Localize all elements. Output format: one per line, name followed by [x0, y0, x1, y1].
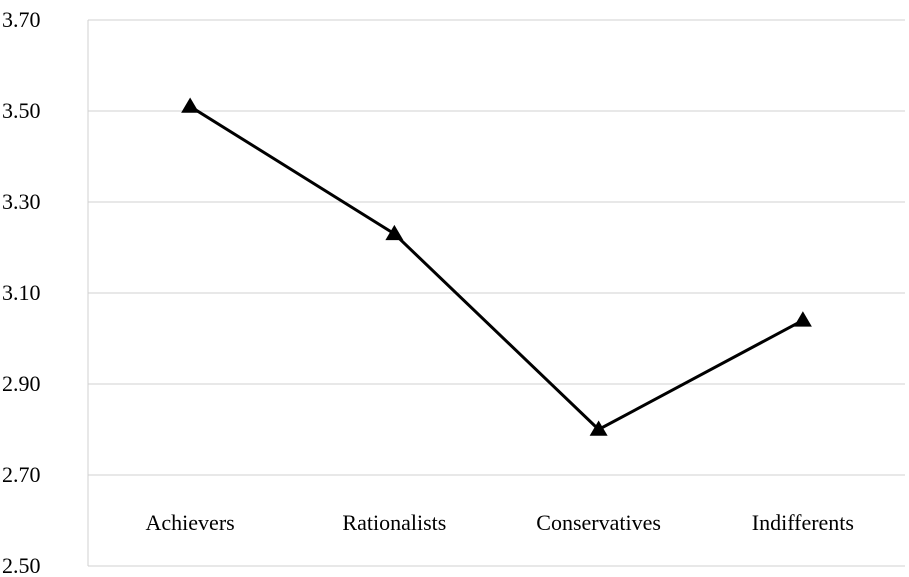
data-point-triangle-marker — [385, 224, 404, 241]
data-point-triangle-marker — [589, 420, 608, 436]
category-label: Achievers — [146, 510, 235, 535]
y-tick-label: 3.10 — [2, 280, 41, 305]
series — [181, 97, 812, 436]
y-tick-label: 2.50 — [2, 553, 41, 577]
category-label: Conservatives — [536, 510, 661, 535]
y-tick-label: 2.90 — [2, 371, 41, 396]
y-tick-label: 3.50 — [2, 98, 41, 123]
data-point-triangle-marker — [793, 311, 812, 327]
category-label: Rationalists — [342, 510, 446, 535]
category-labels: Achievers Rationalists Conservatives Indiff… — [146, 510, 854, 535]
series-line — [189, 105, 804, 432]
y-tick-label: 3.30 — [2, 189, 41, 214]
y-axis-tick-labels: 2.50 2.70 2.90 3.10 3.30 3.50 3.70 — [2, 7, 41, 577]
data-point-triangle-marker — [181, 97, 200, 113]
gridlines — [88, 19, 905, 567]
category-label: Indifferents — [752, 510, 854, 535]
y-tick-label: 2.70 — [2, 462, 41, 487]
y-tick-label: 3.70 — [2, 7, 41, 32]
